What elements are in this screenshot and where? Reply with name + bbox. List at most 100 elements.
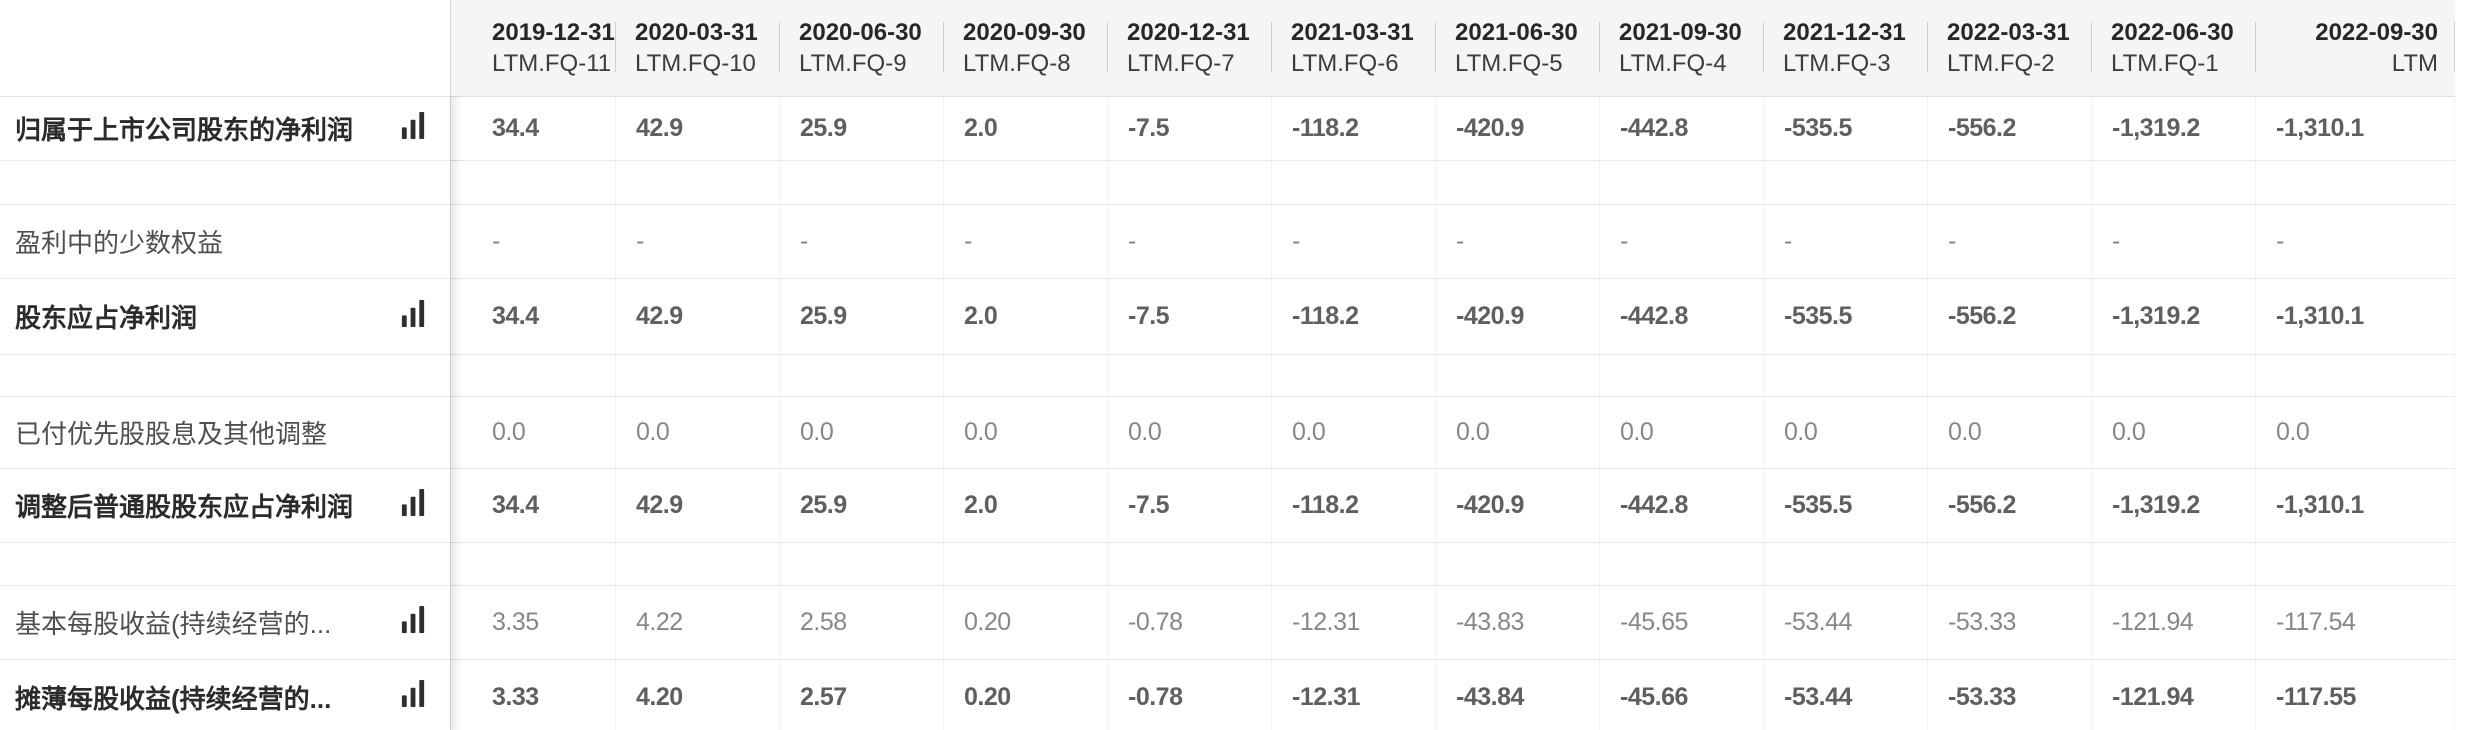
column-header-period: LTM.FQ-6 [1291,50,1399,77]
column-header-2021-03-31[interactable]: 2021-03-31 LTM.FQ-6 [1271,0,1435,96]
bar-chart-icon[interactable] [399,679,428,715]
value-cell: 0.0 [492,418,526,446]
value-cell [1763,543,1927,585]
value-cell: -442.8 [1599,279,1763,354]
column-header-period: LTM.FQ-4 [1619,50,1727,77]
column-header-date: 2020-06-30 [799,19,922,46]
value-cell [1107,161,1271,204]
bar-chart-icon[interactable] [399,605,428,641]
column-header-period: LTM.FQ-8 [963,50,1071,77]
table-row: 基本每股收益(持续经营的... 3.35 4.22 2.58 0.20 -0.78 -12.… [0,585,2455,660]
table-row: 调整后普通股股东应占净利润 34.4 42.9 25.9 2.0 -7.5 -118.2 -4… [0,468,2455,543]
column-header-period: LTM.FQ-11 [492,50,612,77]
value-cell: - [779,205,943,278]
column-header-2022-03-31[interactable]: 2022-03-31 LTM.FQ-2 [1927,0,2091,96]
column-header-period: LTM.FQ-1 [2111,50,2219,77]
value-cell: -7.5 [1107,279,1271,354]
column-header-2020-03-31[interactable]: 2020-03-31 LTM.FQ-10 [615,0,779,96]
value-cell: -118.2 [1271,469,1435,542]
value-cell: 0.0 [2255,397,2455,468]
value-cell: 34.4 [492,114,539,142]
column-header-2020-09-30[interactable]: 2020-09-30 LTM.FQ-8 [943,0,1107,96]
column-header-period: LTM.FQ-3 [1783,50,1891,77]
value-cell: 0.20 [943,586,1107,659]
value-cell: - [1599,205,1763,278]
bar-chart-icon[interactable] [399,488,428,524]
value-cell: -118.2 [1271,97,1435,160]
value-cell: - [2255,205,2455,278]
row-label: 归属于上市公司股东的净利润 [15,115,354,145]
column-header-2019-12-31[interactable]: 2019-12-31 LTM.FQ-11 [451,0,615,96]
column-header-2021-06-30[interactable]: 2021-06-30 LTM.FQ-5 [1435,0,1599,96]
value-cell [1271,543,1435,585]
spacer-row [0,354,2455,397]
value-cell: -121.94 [2091,586,2255,659]
column-header-date: 2019-12-31 [492,19,615,46]
value-cell [1107,355,1271,396]
value-cell [1599,161,1763,204]
table-row: 归属于上市公司股东的净利润 34.4 42.9 25.9 2.0 -7.5 -118.2 -4… [0,96,2455,161]
value-cell [1763,161,1927,204]
column-header-2020-06-30[interactable]: 2020-06-30 LTM.FQ-9 [779,0,943,96]
value-cell [943,543,1107,585]
value-cell: 0.0 [1435,397,1599,468]
row-label-cell: 归属于上市公司股东的净利润 [0,96,463,161]
value-cell [1927,161,2091,204]
value-cell [615,355,779,396]
value-cell [943,161,1107,204]
value-cell: 0.0 [1763,397,1927,468]
value-cell: -7.5 [1107,97,1271,160]
value-cell: -1,310.1 [2255,279,2455,354]
column-header-date: 2020-09-30 [963,19,1086,46]
row-label: 调整后普通股股东应占净利润 [15,492,354,522]
value-cell [1927,543,2091,585]
column-header-period: LTM.FQ-7 [1127,50,1235,77]
value-cell: 3.35 [492,608,539,636]
value-cell [2091,161,2255,204]
table-row: 盈利中的少数权益 - - - - - - - - - - - - [0,204,2455,279]
value-cell: 2.57 [779,660,943,730]
value-cell: - [1271,205,1435,278]
row-label-cell: 基本每股收益(持续经营的... [0,585,463,660]
value-cell [451,355,615,396]
value-cell: -535.5 [1763,279,1927,354]
column-header-date: 2022-09-30 [2315,19,2438,46]
value-cell: -1,319.2 [2091,469,2255,542]
value-cell: - [1107,205,1271,278]
value-cell [2255,543,2455,585]
column-header-2022-09-30[interactable]: 2022-09-30 LTM [2255,0,2455,96]
spacer-row [0,542,2455,586]
row-label: 基本每股收益(持续经营的... [15,609,332,639]
column-header-date: 2022-03-31 [1947,19,2070,46]
value-cell: -556.2 [1927,97,2091,160]
value-cell: - [943,205,1107,278]
column-header-2021-12-31[interactable]: 2021-12-31 LTM.FQ-3 [1763,0,1927,96]
column-header-2022-06-30[interactable]: 2022-06-30 LTM.FQ-1 [2091,0,2255,96]
value-cell: - [1763,205,1927,278]
value-cell: -12.31 [1271,586,1435,659]
column-header-date: 2021-09-30 [1619,19,1742,46]
value-cell [1107,543,1271,585]
row-label: 股东应占净利润 [15,303,198,333]
column-header-2021-09-30[interactable]: 2021-09-30 LTM.FQ-4 [1599,0,1763,96]
value-cell: -53.44 [1763,660,1927,730]
value-cell: 34.4 [492,491,539,519]
column-header-period: LTM.FQ-9 [799,50,907,77]
column-header-2020-12-31[interactable]: 2020-12-31 LTM.FQ-7 [1107,0,1271,96]
column-header-date: 2020-03-31 [635,19,758,46]
value-cell [1763,355,1927,396]
value-cell: -556.2 [1927,469,2091,542]
value-cell: 25.9 [779,97,943,160]
value-cell: -12.31 [1271,660,1435,730]
bar-chart-icon[interactable] [399,299,428,335]
value-cell: 25.9 [779,279,943,354]
value-cell: 0.0 [779,397,943,468]
column-header-period: LTM [2391,50,2438,77]
bar-chart-icon[interactable] [399,111,428,147]
table-header-row: 2019-12-31 LTM.FQ-11 2020-03-31 LTM.FQ-10 20… [0,0,2455,97]
row-label-cell: 已付优先股股息及其他调整 [0,396,463,469]
value-cell [1927,355,2091,396]
value-cell: -420.9 [1435,279,1599,354]
header-corner-cell [0,0,451,96]
